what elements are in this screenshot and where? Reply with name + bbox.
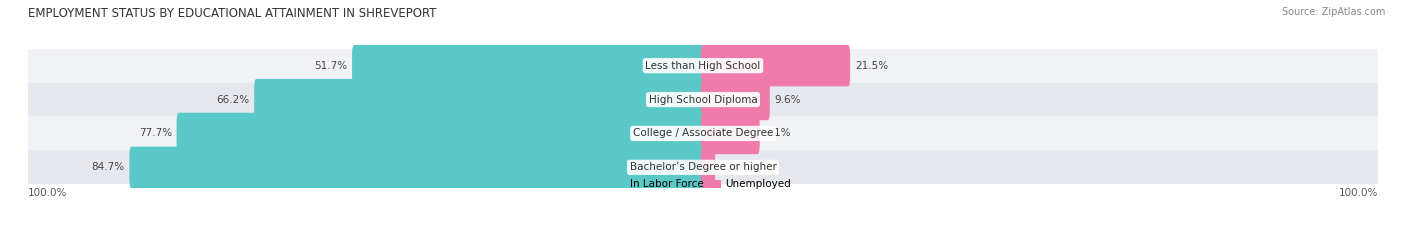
Text: 51.7%: 51.7% xyxy=(314,61,347,71)
Text: Less than High School: Less than High School xyxy=(645,61,761,71)
Text: 66.2%: 66.2% xyxy=(217,95,249,105)
FancyBboxPatch shape xyxy=(352,45,704,86)
FancyBboxPatch shape xyxy=(177,113,704,154)
Text: 1.5%: 1.5% xyxy=(720,162,747,172)
FancyBboxPatch shape xyxy=(702,147,716,188)
Bar xyxy=(28,150,1378,184)
Text: Bachelor’s Degree or higher: Bachelor’s Degree or higher xyxy=(630,162,776,172)
FancyBboxPatch shape xyxy=(129,147,704,188)
Text: 100.0%: 100.0% xyxy=(1339,188,1378,198)
Bar xyxy=(28,116,1378,150)
Bar xyxy=(28,83,1378,116)
Text: 8.1%: 8.1% xyxy=(765,128,792,138)
Text: 84.7%: 84.7% xyxy=(91,162,125,172)
FancyBboxPatch shape xyxy=(702,113,759,154)
Text: 21.5%: 21.5% xyxy=(855,61,889,71)
Text: 9.6%: 9.6% xyxy=(775,95,801,105)
Legend: In Labor Force, Unemployed: In Labor Force, Unemployed xyxy=(612,175,794,193)
Text: College / Associate Degree: College / Associate Degree xyxy=(633,128,773,138)
FancyBboxPatch shape xyxy=(702,45,851,86)
FancyBboxPatch shape xyxy=(254,79,704,120)
Text: Source: ZipAtlas.com: Source: ZipAtlas.com xyxy=(1281,7,1385,17)
Text: 100.0%: 100.0% xyxy=(28,188,67,198)
Text: 77.7%: 77.7% xyxy=(139,128,172,138)
Text: EMPLOYMENT STATUS BY EDUCATIONAL ATTAINMENT IN SHREVEPORT: EMPLOYMENT STATUS BY EDUCATIONAL ATTAINM… xyxy=(28,7,437,20)
FancyBboxPatch shape xyxy=(702,79,770,120)
Text: High School Diploma: High School Diploma xyxy=(648,95,758,105)
Bar xyxy=(28,49,1378,83)
